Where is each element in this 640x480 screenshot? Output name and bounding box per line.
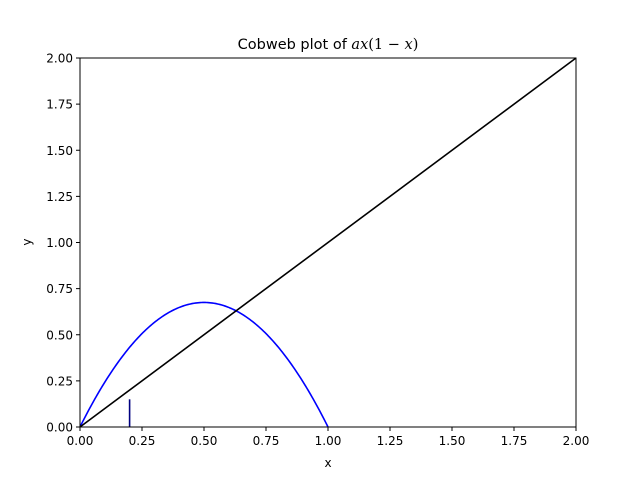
chart-title: Cobweb plot of ax(1 − x): [238, 37, 419, 53]
x-tick-label: 0.25: [129, 434, 156, 448]
x-tick-label: 1.75: [501, 434, 528, 448]
chart-title-math-close: ): [413, 37, 419, 53]
chart-title-math-a: ax: [351, 37, 368, 53]
y-axis-ticks: 0.00 0.25 0.50 0.75 1.00 1.25 1.50 1.75 2.00: [46, 52, 80, 435]
x-tick-label: 1.25: [377, 434, 404, 448]
y-tick-label: 1.00: [46, 236, 73, 250]
x-tick-label: 1.50: [439, 434, 466, 448]
chart-title-text: Cobweb plot of: [238, 37, 352, 53]
x-tick-label: 0.50: [191, 434, 218, 448]
x-axis-ticks: 0.00 0.25 0.50 0.75 1.00 1.25 1.50 1.75 2.00: [67, 427, 590, 448]
y-tick-label: 0.00: [46, 421, 73, 435]
x-tick-label: 0.00: [67, 434, 94, 448]
series-line-1: [79, 57, 577, 428]
x-tick-label: 0.75: [253, 434, 280, 448]
y-tick-label: 2.00: [46, 52, 73, 66]
y-tick-label: 0.25: [46, 374, 73, 388]
series-line-0: [79, 301, 329, 428]
y-tick-label: 0.50: [46, 328, 73, 342]
chart-title-math-paren: (1 −: [368, 37, 404, 53]
x-axis-label: x: [324, 456, 331, 470]
y-tick-label: 0.75: [46, 282, 73, 296]
y-tick-label: 1.25: [46, 190, 73, 204]
y-tick-label: 1.75: [46, 98, 73, 112]
y-axis-label: y: [20, 238, 34, 245]
series-layer: [79, 57, 577, 428]
y-tick-label: 1.50: [46, 144, 73, 158]
chart-title-math-x: x: [405, 37, 413, 53]
x-tick-label: 1.00: [315, 434, 342, 448]
x-tick-label: 2.00: [563, 434, 590, 448]
